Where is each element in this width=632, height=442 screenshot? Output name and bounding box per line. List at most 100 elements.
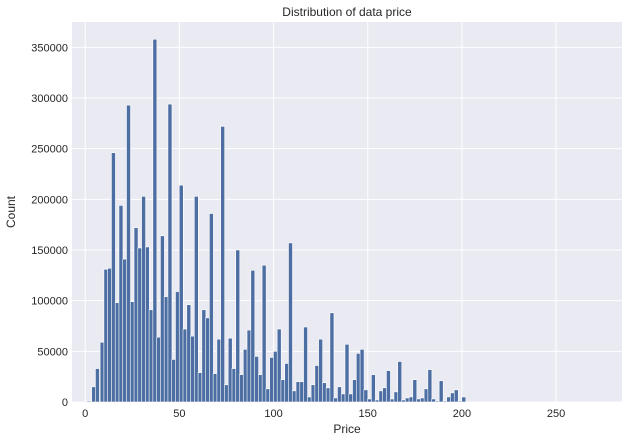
histogram-bar: [99, 341, 105, 403]
x-tick-labels: 0 50 100 150 200 250: [82, 408, 565, 420]
histogram-bar: [129, 301, 135, 403]
histogram-bar: [175, 291, 180, 403]
histogram-bar: [382, 387, 387, 403]
histogram-bar: [416, 398, 421, 403]
x-tick-label: 0: [82, 408, 88, 420]
histogram-bar: [193, 195, 199, 403]
y-tick-label: 100000: [31, 296, 68, 308]
y-tick-label: 300000: [31, 93, 68, 105]
histogram-bar: [348, 393, 354, 403]
histogram-bar: [160, 235, 165, 403]
histogram-bar: [118, 205, 124, 403]
histogram-bar: [91, 386, 96, 403]
histogram-bar: [303, 326, 308, 403]
bars-group: [86, 38, 467, 403]
histogram-bar: [288, 242, 293, 403]
histogram-bar: [231, 368, 237, 403]
histogram-bar: [453, 389, 459, 403]
histogram-bar: [227, 337, 233, 403]
x-tick-label: 50: [173, 408, 185, 420]
histogram-bar: [420, 397, 425, 403]
histogram-bar: [250, 269, 256, 403]
chart-title: Distribution of data price: [282, 5, 412, 19]
histogram-bar: [224, 384, 229, 403]
histogram-bar: [371, 374, 376, 403]
histogram-bar: [284, 363, 290, 403]
x-tick-label: 100: [264, 408, 282, 420]
x-axis-label: Price: [333, 422, 361, 436]
histogram-bar: [423, 388, 429, 403]
histogram-bar: [137, 247, 143, 403]
histogram-bar: [182, 328, 188, 403]
histogram-bar: [333, 397, 339, 403]
histogram-bar: [442, 400, 448, 403]
histogram-bar: [427, 369, 433, 403]
histogram-bar: [295, 381, 301, 403]
histogram-bar: [386, 370, 391, 403]
histogram-bar: [337, 386, 342, 403]
histogram-bar: [461, 396, 467, 403]
histogram-bar: [171, 359, 177, 403]
histogram-bar: [239, 374, 244, 403]
y-tick-label: 350000: [31, 42, 68, 54]
histogram-bar: [431, 398, 436, 403]
histogram-bar: [216, 338, 222, 403]
y-axis-label: Count: [4, 195, 18, 228]
histogram-bar: [103, 268, 109, 403]
histogram-bar: [209, 213, 214, 403]
histogram-bar: [276, 328, 282, 403]
y-tick-label: 250000: [31, 144, 68, 156]
y-tick-labels: 0 50000 100000 150000 200000 250000 300000 3500…: [31, 42, 68, 409]
histogram-bar: [148, 309, 154, 403]
histogram-bar: [145, 246, 150, 403]
histogram-bar: [190, 335, 195, 403]
histogram-bar: [167, 103, 173, 403]
histogram-bar: [291, 390, 297, 403]
histogram-bar: [197, 372, 203, 403]
histogram-bar: [363, 389, 369, 403]
histogram-bar: [438, 380, 444, 403]
histogram-bar: [258, 374, 263, 403]
histogram-bar: [273, 351, 278, 403]
histogram-bar: [322, 382, 327, 403]
histogram-bar: [246, 329, 252, 403]
histogram-bar: [359, 349, 365, 403]
histogram-bar: [235, 249, 241, 403]
histogram-bar: [367, 398, 372, 403]
histogram-bar: [310, 384, 316, 403]
histogram-bar: [122, 258, 128, 403]
histogram-bar: [111, 152, 116, 403]
histogram-bar: [201, 309, 207, 403]
histogram-bar: [133, 227, 139, 403]
y-tick-label: 50000: [37, 346, 68, 358]
histogram-bar: [329, 312, 335, 403]
histogram-bar: [156, 336, 161, 403]
histogram-bar: [186, 304, 192, 403]
histogram-bar: [340, 393, 346, 403]
histogram-bar: [86, 400, 92, 403]
histogram-bar: [265, 388, 271, 403]
histogram-bar: [344, 343, 350, 403]
histogram-bar: [242, 349, 248, 403]
x-tick-label: 200: [453, 408, 471, 420]
histogram-bar: [307, 396, 312, 403]
histogram-bar: [401, 399, 406, 403]
histogram-bar: [299, 381, 305, 403]
histogram-bar: [450, 392, 455, 403]
histogram-bar: [378, 390, 384, 403]
histogram-bar: [457, 400, 463, 403]
histogram-bar: [280, 379, 286, 403]
histogram-bar: [389, 398, 395, 403]
histogram-bar: [355, 353, 361, 403]
histogram-bar: [107, 267, 112, 403]
y-tick-label: 150000: [31, 245, 68, 257]
histogram-bar: [374, 399, 380, 403]
histogram-bar: [397, 361, 403, 403]
histogram-bar: [446, 396, 452, 403]
histogram-bar: [408, 396, 414, 403]
y-tick-label: 200000: [31, 194, 68, 206]
histogram-bar: [435, 400, 440, 403]
histogram-bar: [269, 357, 274, 403]
histogram-bar: [220, 126, 226, 403]
histogram-bar: [254, 356, 259, 403]
